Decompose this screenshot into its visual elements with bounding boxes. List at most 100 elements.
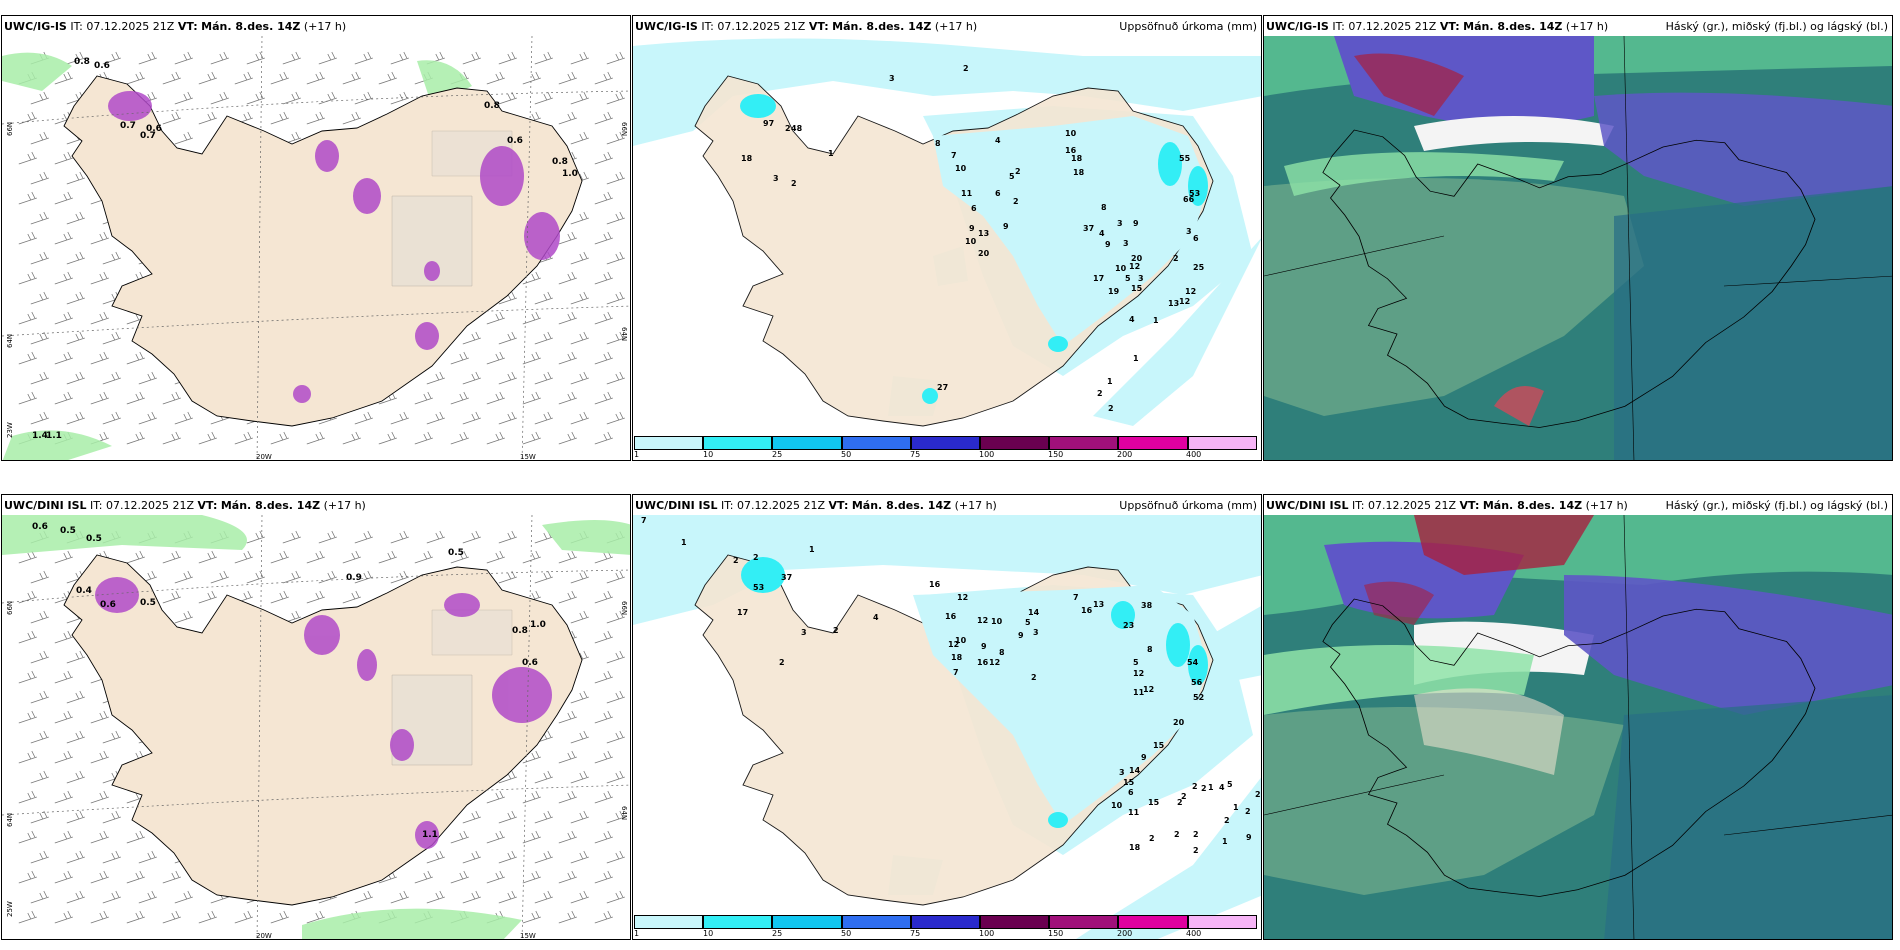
point-value: 2 [1255, 790, 1261, 799]
panel-dini-wind-snow: UWC/DINI ISL IT: 07.12.2025 21Z VT: Mán.… [1, 494, 631, 940]
wind-barb-icon [606, 610, 625, 624]
wind-barb-icon [66, 411, 85, 425]
point-value: 0.6 [146, 124, 162, 134]
wind-barb-icon [18, 151, 37, 165]
wind-barb-icon [138, 51, 157, 65]
point-values: 0.6 0.5 0.5 0.4 0.6 0.5 0.5 1.00.8 0.6 0.9 1.1 [32, 522, 546, 840]
point-value: 18 [1129, 843, 1141, 852]
panel-right-title: Háský (gr.), miðský (fj.bl.) og lágský (… [1665, 20, 1888, 33]
wind-barb-icon [162, 590, 181, 604]
legend-tick: 200 [1117, 929, 1133, 938]
glacier-hatch [391, 130, 513, 287]
point-value: 10 [991, 617, 1003, 626]
point-value: 4 [1129, 315, 1135, 324]
point-value: 16 [1065, 146, 1077, 155]
point-value: 2 [779, 658, 785, 667]
wind-barb-icon [270, 550, 289, 564]
wind-barb-icon [162, 111, 181, 125]
point-value: 2 [753, 553, 759, 562]
wind-barb-icon [54, 910, 73, 924]
legend-tick: 50 [841, 929, 852, 938]
wind-barb-icon [18, 351, 37, 365]
panel-right-title: Háský (gr.), miðský (fj.bl.) og lágský (… [1665, 499, 1888, 512]
wind-barb-icon [126, 550, 145, 564]
wind-barb-icon [522, 311, 541, 325]
legend-box [772, 436, 842, 450]
legend-box [1118, 436, 1188, 450]
point-value: 7 [1073, 593, 1079, 602]
point-value: 16 [977, 658, 989, 667]
wind-barb-icon [498, 810, 517, 824]
map-clouds [1264, 515, 1892, 939]
wind-barb-icon [606, 211, 625, 225]
point-value: 3 [1117, 219, 1123, 228]
wind-barb-icon [174, 610, 193, 624]
point-value: 9 [1246, 833, 1252, 842]
panel-right-title: Uppsöfnuð úrkoma (mm) [1119, 499, 1257, 512]
wind-barb-icon [462, 890, 481, 904]
point-value: 3 [1138, 274, 1144, 283]
wind-barb-icon [498, 331, 517, 345]
wind-barb-icon [558, 71, 577, 85]
wind-barb-icon [342, 111, 361, 125]
wind-barb-icon [126, 391, 145, 405]
iceland-land [63, 75, 583, 427]
wind-barb-icon [162, 910, 181, 924]
point-value: 3 [773, 174, 779, 183]
wind-barb-icon [270, 910, 289, 924]
wind-barb-icon [450, 550, 469, 564]
wind-barb-icon [282, 91, 301, 105]
wind-barb-icon [66, 251, 85, 265]
lon-label-15w: 15W [520, 453, 536, 461]
wind-barb-icon [378, 431, 397, 445]
wind-barb-icon [30, 770, 49, 784]
point-value: 0.6 [100, 600, 116, 610]
point-value: 20 [978, 249, 990, 258]
point-values: 0.8 0.60.70.70.60.80.60.81.01.41.1 [32, 57, 578, 441]
wind-barb-icon [570, 131, 589, 145]
wind-barb-icon [594, 271, 613, 285]
point-value: 17 [737, 608, 748, 617]
legend-tick: 10 [703, 929, 714, 938]
panel-ig-wind-snow: UWC/IG-IS IT: 07.12.2025 21Z VT: Mán. 8.… [1, 15, 631, 461]
lon-label-25w: 25W [6, 901, 14, 917]
wind-barb-icon [606, 131, 625, 145]
wind-barb-icon [54, 630, 73, 644]
wind-barb-icon [66, 690, 85, 704]
point-value: 52 [1193, 693, 1204, 702]
panel-dini-clouds: UWC/DINI ISL IT: 07.12.2025 21Z VT: Mán.… [1263, 494, 1893, 940]
wind-barb-icon [18, 670, 37, 684]
lat-label-66n: 66N [6, 122, 14, 136]
panel-dini-precip: UWC/DINI ISL IT: 07.12.2025 21Z VT: Mán.… [632, 494, 1262, 940]
wind-barb-icon [18, 830, 37, 844]
point-value: 20 [1173, 718, 1185, 727]
light-green-areas [2, 515, 630, 939]
wind-barb-icon [66, 371, 85, 385]
precip-legend: 1 10 25 50 75 100 150 200 400 [633, 913, 1261, 939]
point-value: 10 [955, 164, 967, 173]
wind-barb-icon [558, 790, 577, 804]
point-value: 37 [1083, 224, 1094, 233]
wind-barb-icon [594, 630, 613, 644]
point-value: 10 [1065, 129, 1077, 138]
point-value: 9 [1141, 753, 1147, 762]
wind-barb-icon [102, 251, 121, 265]
wind-barb-icon [534, 371, 553, 385]
wind-barb-icon [174, 131, 193, 145]
point-value: 15 [1123, 778, 1135, 787]
point-value: 0.6 [522, 658, 538, 668]
wind-barb-icon [426, 850, 445, 864]
wind-barb-icon [354, 890, 373, 904]
point-value: 0.6 [507, 136, 523, 146]
wind-barb-icon [54, 351, 73, 365]
point-value: 0.8 [74, 57, 90, 67]
panel-ig-precip: UWC/IG-IS IT: 07.12.2025 21Z VT: Mán. 8.… [632, 15, 1262, 461]
lat-label-64n: 64N [6, 334, 14, 348]
wind-barb-icon [414, 431, 433, 445]
wind-barb-icon [570, 331, 589, 345]
wind-barb-icon [102, 371, 121, 385]
point-value: 9 [1003, 222, 1009, 231]
wind-barb-icon [198, 431, 217, 445]
legend-box [1187, 915, 1257, 929]
wind-barb-icon [594, 750, 613, 764]
